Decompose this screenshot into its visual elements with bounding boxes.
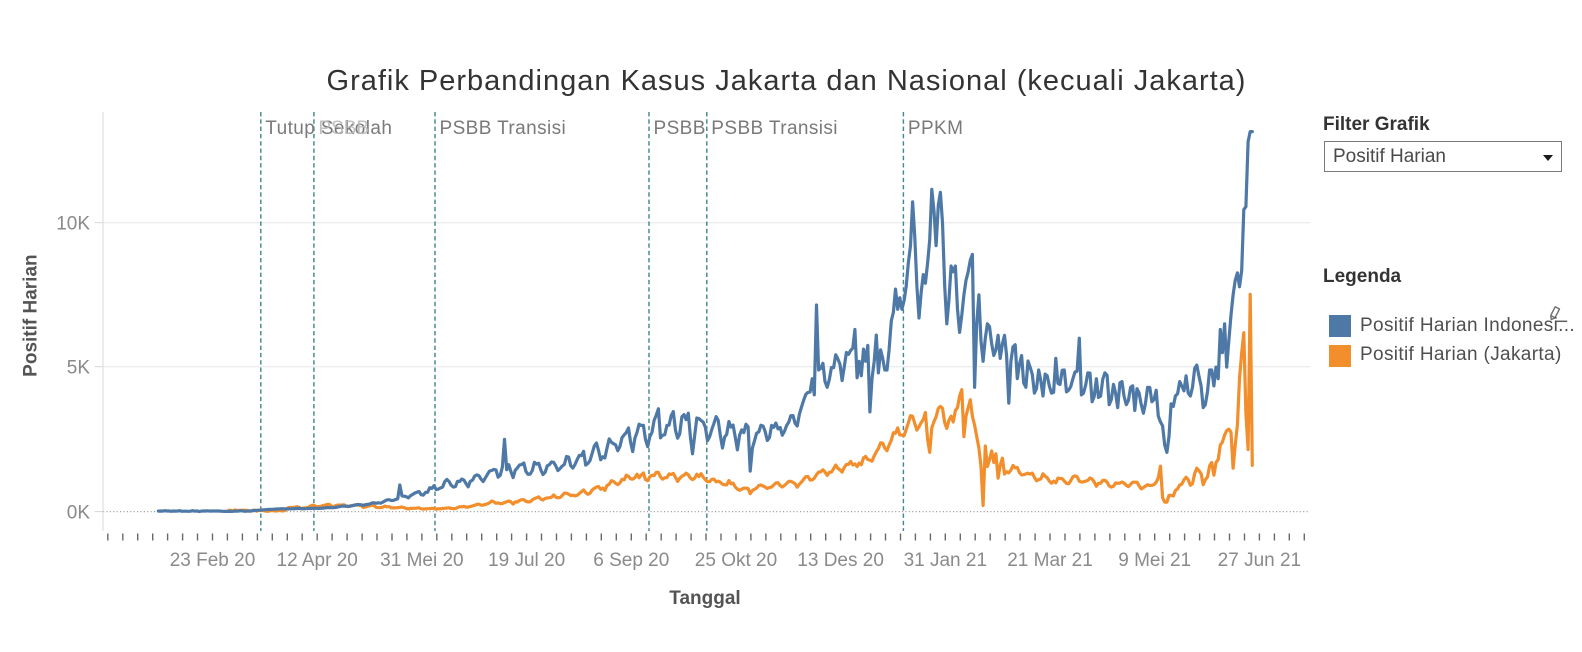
svg-text:25 Okt 20: 25 Okt 20: [695, 550, 777, 571]
svg-text:Positif Harian: Positif Harian: [21, 254, 42, 376]
svg-text:31 Jan 21: 31 Jan 21: [904, 550, 987, 571]
svg-text:Tutup Sekolah: Tutup Sekolah: [265, 118, 392, 139]
svg-text:12 Apr 20: 12 Apr 20: [277, 550, 358, 571]
svg-text:0K: 0K: [67, 502, 91, 523]
svg-text:6 Sep 20: 6 Sep 20: [593, 550, 669, 571]
svg-text:27 Jun 21: 27 Jun 21: [1218, 550, 1301, 571]
svg-text:PSBB Transisi: PSBB Transisi: [711, 118, 838, 139]
svg-text:PSBB: PSBB: [654, 118, 706, 139]
svg-text:13 Des 20: 13 Des 20: [797, 550, 884, 571]
svg-text:23 Feb 20: 23 Feb 20: [170, 550, 256, 571]
svg-text:31 Mei 20: 31 Mei 20: [380, 550, 463, 571]
svg-text:PPKM: PPKM: [908, 118, 963, 139]
svg-text:21 Mar 21: 21 Mar 21: [1007, 550, 1093, 571]
svg-text:Tanggal: Tanggal: [669, 588, 740, 609]
svg-text:5K: 5K: [67, 358, 91, 379]
svg-text:PSBB: PSBB: [318, 118, 369, 139]
svg-text:10K: 10K: [56, 214, 90, 235]
svg-text:9 Mei 21: 9 Mei 21: [1118, 550, 1191, 571]
svg-text:PSBB Transisi: PSBB Transisi: [440, 118, 567, 139]
svg-text:19 Jul 20: 19 Jul 20: [488, 550, 565, 571]
